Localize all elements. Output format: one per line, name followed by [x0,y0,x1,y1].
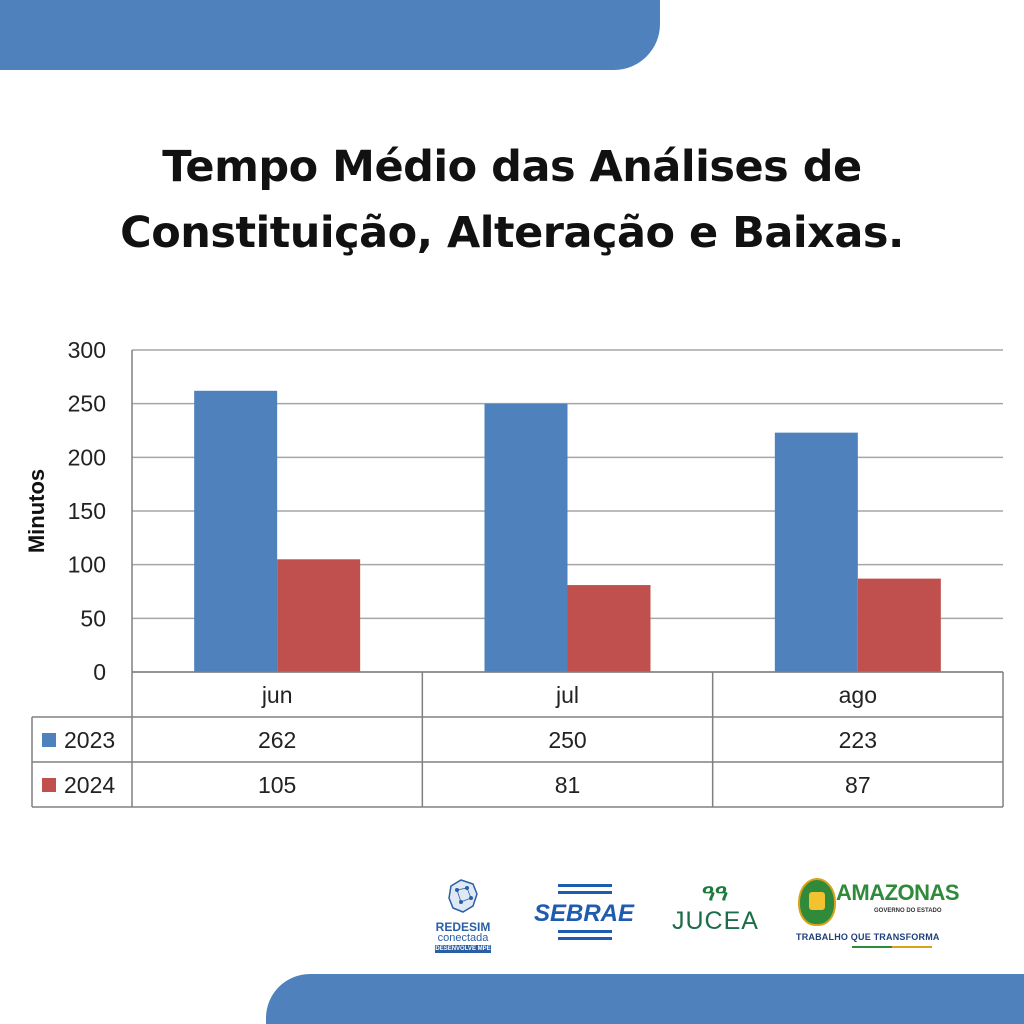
bottom-decorative-band [266,974,1024,1024]
state-crest-icon [798,878,836,926]
y-tick-label: 150 [68,498,106,524]
top-decorative-band [0,0,660,70]
sebrae-bar [558,891,612,894]
legend-swatch [42,733,56,747]
bar-2023-ago [774,432,858,672]
redesim-name: REDESIM [435,920,491,934]
bar-2024-jun [277,559,361,672]
title-line-2: Constituição, Alteração e Baixas. [120,208,904,258]
data-label: 87 [845,772,871,798]
sebrae-name: SEBRAE [533,900,635,927]
amazonas-underline [852,946,932,948]
jucea-logo: ዓዓ JUCEA [672,880,758,944]
sebrae-bar [558,937,612,940]
bar-2023-jul [484,403,568,672]
x-tick-label: jun [261,682,293,708]
jucea-name: JUCEA [672,907,759,935]
sebrae-bars-icon [558,884,612,887]
data-label: 250 [548,727,586,753]
x-tick-label: jul [555,682,579,708]
amazonas-slogan: TRABALHO QUE TRANSFORMA [796,932,940,942]
title-line-1: Tempo Médio das Análises de [162,142,862,192]
y-axis-label: Minutos [24,469,49,553]
bar-2024-ago [857,578,941,672]
sebrae-bar [558,930,612,933]
y-tick-label: 250 [68,391,106,417]
legend-entry: 2024 [64,772,115,798]
bar-2023-jun [194,390,278,672]
y-tick-label: 50 [80,605,106,631]
data-label: 262 [258,727,296,753]
page-title: Tempo Médio das Análises de Constituição… [0,134,1024,266]
y-tick-label: 300 [68,337,106,363]
sebrae-logo: SEBRAE [528,882,640,944]
legend-swatch [42,778,56,792]
redesim-logo: REDESIM conectada DESENVOLVE MPE [432,876,494,954]
y-tick-label: 0 [93,659,106,685]
amazonas-gov: GOVERNO DO ESTADO [874,908,942,914]
jucea-mark-icon: ዓዓ [702,880,728,905]
redesim-sub: conectada [437,932,489,944]
x-tick-label: ago [839,682,877,708]
data-label: 223 [839,727,877,753]
redesim-tag: DESENVOLVE MPE [435,945,491,953]
map-network-icon [448,879,478,913]
amazonas-name: AMAZONAS [836,880,960,905]
data-label: 81 [555,772,581,798]
data-label: 105 [258,772,296,798]
bar-chart: 0 50 100 150 200 250 300 Minutos jun jul ago 2023 26… [24,337,1004,808]
bar-2024-jul [567,585,651,672]
amazonas-logo: AMAZONAS GOVERNO DO ESTADO TRABALHO QUE … [796,876,960,952]
y-tick-label: 100 [68,552,106,578]
legend-entry: 2023 [64,727,115,753]
crest-shield [809,892,825,910]
y-tick-label: 200 [68,444,106,470]
